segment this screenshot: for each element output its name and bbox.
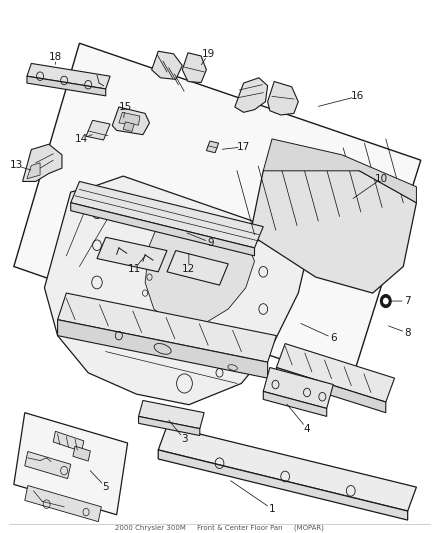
Polygon shape (267, 82, 297, 115)
Polygon shape (182, 53, 206, 83)
Text: 17: 17 (237, 142, 250, 152)
Text: 16: 16 (350, 91, 363, 101)
Polygon shape (14, 43, 420, 383)
Text: 14: 14 (75, 134, 88, 144)
Polygon shape (71, 203, 254, 256)
Polygon shape (158, 450, 407, 520)
Circle shape (383, 298, 387, 304)
Polygon shape (234, 78, 267, 112)
Text: 7: 7 (403, 296, 410, 306)
Polygon shape (138, 400, 204, 429)
Polygon shape (86, 120, 110, 140)
Polygon shape (73, 446, 90, 461)
Text: 12: 12 (182, 264, 195, 274)
Text: 13: 13 (9, 160, 23, 171)
Polygon shape (53, 431, 84, 451)
Text: 9: 9 (207, 238, 214, 247)
Polygon shape (27, 76, 106, 96)
Polygon shape (206, 141, 218, 153)
Polygon shape (276, 368, 385, 413)
Text: 1: 1 (268, 504, 275, 514)
Text: 2000 Chrysler 300M     Front & Center Floor Pan     (MOPAR): 2000 Chrysler 300M Front & Center Floor … (115, 525, 323, 531)
Polygon shape (22, 144, 62, 181)
Polygon shape (123, 122, 134, 132)
Polygon shape (119, 112, 140, 125)
Text: 18: 18 (49, 52, 62, 61)
Polygon shape (27, 63, 110, 89)
Text: 8: 8 (403, 328, 410, 338)
Polygon shape (158, 426, 416, 511)
Text: 4: 4 (303, 424, 310, 434)
Text: 5: 5 (102, 482, 109, 492)
Polygon shape (151, 51, 182, 79)
Text: 10: 10 (374, 174, 387, 184)
Polygon shape (263, 139, 416, 203)
Text: 6: 6 (329, 333, 336, 343)
Polygon shape (263, 391, 326, 416)
Polygon shape (71, 181, 263, 248)
Polygon shape (25, 486, 101, 522)
Polygon shape (25, 451, 71, 479)
Circle shape (380, 295, 390, 308)
Text: 15: 15 (119, 102, 132, 112)
Polygon shape (276, 344, 394, 402)
Polygon shape (112, 107, 149, 135)
Text: 11: 11 (127, 264, 141, 274)
Text: 19: 19 (201, 49, 215, 59)
Polygon shape (166, 251, 228, 285)
Polygon shape (263, 368, 332, 408)
Polygon shape (97, 237, 166, 272)
Polygon shape (27, 163, 40, 179)
Polygon shape (14, 413, 127, 515)
Polygon shape (44, 176, 306, 405)
Polygon shape (57, 293, 276, 362)
Polygon shape (57, 320, 267, 378)
Polygon shape (250, 150, 416, 293)
Polygon shape (138, 416, 199, 435)
Text: 3: 3 (181, 434, 187, 445)
Polygon shape (145, 213, 254, 325)
